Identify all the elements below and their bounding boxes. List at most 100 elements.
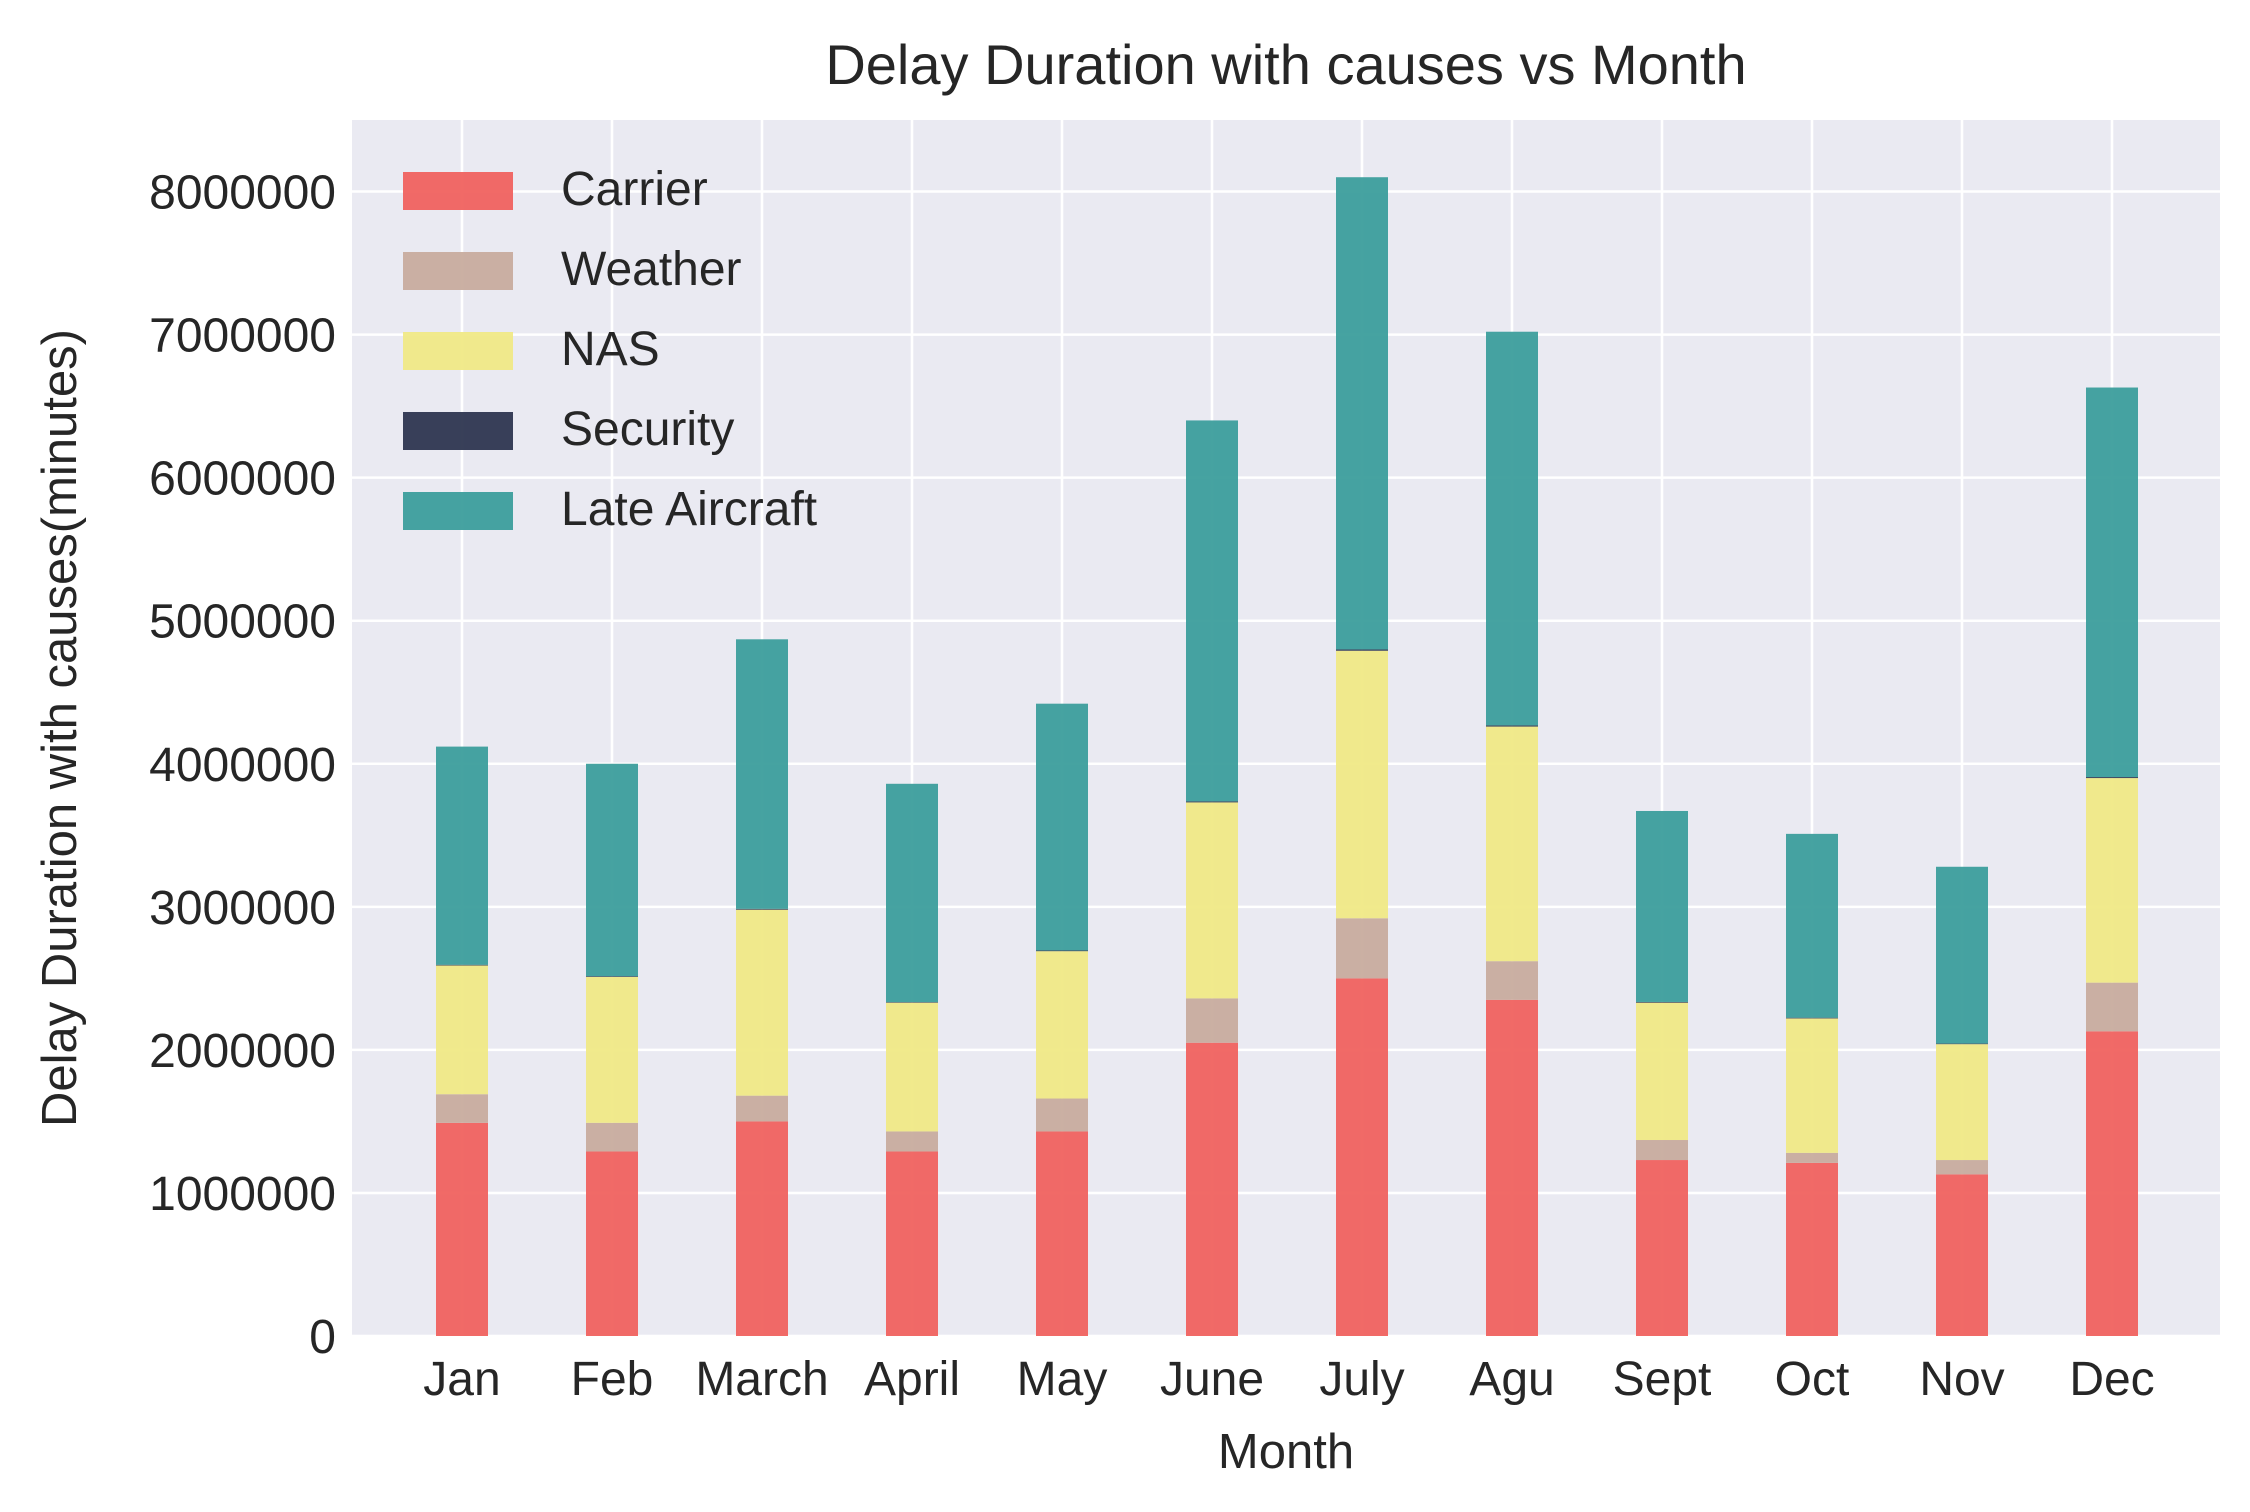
bar-security-may [1036, 950, 1088, 952]
bar-weather-july [1336, 918, 1388, 979]
x-tick-label: Nov [1919, 1353, 2004, 1406]
legend-swatch-late-aircraft [403, 492, 513, 530]
x-axis-ticks: Jan Feb March April May June July Agu Sept Oct Nov… [423, 1353, 2154, 1406]
y-tick-label: 3000000 [149, 882, 336, 935]
x-tick-label: March [695, 1353, 828, 1406]
bar-late-aircraft-sept [1636, 810, 1688, 1002]
bar-weather-june [1186, 998, 1238, 1043]
bar-weather-dec [2086, 982, 2138, 1032]
bar-security-jan [436, 964, 488, 966]
bar-late-aircraft-april [886, 783, 938, 1003]
bar-weather-feb [586, 1122, 638, 1152]
bar-nas-feb [586, 976, 638, 1123]
bar-late-aircraft-may [1036, 703, 1088, 951]
bar-security-agu [1486, 725, 1538, 727]
legend-label-security: Security [561, 403, 734, 456]
chart-title: Delay Duration with causes vs Month [825, 33, 1746, 96]
bar-nas-may [1036, 951, 1088, 1099]
legend-label-weather: Weather [561, 243, 742, 296]
x-tick-label: Dec [2069, 1353, 2154, 1406]
bar-security-oct [1786, 1017, 1838, 1019]
bar-late-aircraft-june [1186, 420, 1238, 802]
y-axis-ticks: 0 1000000 2000000 3000000 4000000 5000000 6000… [149, 167, 336, 1364]
bars [436, 177, 2138, 1336]
bar-weather-agu [1486, 961, 1538, 1000]
bar-nas-agu [1486, 726, 1538, 962]
legend: Carrier Weather NAS Security Late Aircraft [403, 163, 817, 536]
bar-carrier-agu [1486, 999, 1538, 1336]
bar-nas-oct [1786, 1018, 1838, 1153]
bar-security-july [1336, 649, 1388, 651]
bar-weather-march [736, 1095, 788, 1122]
legend-label-late-aircraft: Late Aircraft [561, 483, 817, 536]
y-tick-label: 6000000 [149, 453, 336, 506]
bar-carrier-march [736, 1121, 788, 1336]
bar-security-june [1186, 801, 1238, 803]
bar-weather-may [1036, 1098, 1088, 1132]
y-tick-label: 4000000 [149, 739, 336, 792]
bar-nas-nov [1936, 1044, 1988, 1161]
bar-carrier-oct [1786, 1162, 1838, 1336]
bar-carrier-june [1186, 1042, 1238, 1336]
y-tick-label: 5000000 [149, 596, 336, 649]
x-tick-label: Jan [423, 1353, 500, 1406]
bar-late-aircraft-agu [1486, 331, 1538, 726]
legend-swatch-carrier [403, 172, 513, 210]
bar-late-aircraft-dec [2086, 387, 2138, 778]
x-tick-label: Feb [571, 1353, 654, 1406]
bar-carrier-july [1336, 978, 1388, 1336]
bar-late-aircraft-oct [1786, 833, 1838, 1018]
x-tick-label: Oct [1775, 1353, 1850, 1406]
bar-security-march [736, 908, 788, 910]
y-tick-label: 0 [309, 1311, 336, 1364]
bar-nas-dec [2086, 778, 2138, 983]
bar-nas-jan [436, 965, 488, 1095]
legend-swatch-weather [403, 252, 513, 290]
bar-carrier-jan [436, 1122, 488, 1336]
x-tick-label: April [864, 1353, 960, 1406]
x-tick-label: July [1319, 1353, 1404, 1406]
bar-carrier-feb [586, 1151, 638, 1336]
legend-label-nas: NAS [561, 323, 660, 376]
bar-nas-sept [1636, 1002, 1688, 1141]
bar-late-aircraft-feb [586, 763, 638, 977]
legend-label-carrier: Carrier [561, 163, 708, 216]
x-tick-label: Agu [1469, 1353, 1554, 1406]
bar-late-aircraft-nov [1936, 866, 1988, 1044]
bar-late-aircraft-july [1336, 177, 1388, 650]
bar-security-april [886, 1002, 938, 1003]
y-tick-label: 8000000 [149, 167, 336, 220]
bar-nas-july [1336, 650, 1388, 919]
bar-security-sept [1636, 1001, 1688, 1003]
bar-late-aircraft-jan [436, 746, 488, 965]
bar-weather-april [886, 1131, 938, 1152]
bar-security-feb [586, 976, 638, 977]
bar-weather-sept [1636, 1140, 1688, 1161]
legend-swatch-nas [403, 332, 513, 370]
bar-security-dec [2086, 777, 2138, 779]
bar-carrier-nov [1936, 1174, 1988, 1336]
bar-late-aircraft-march [736, 639, 788, 909]
bar-carrier-may [1036, 1131, 1088, 1336]
x-tick-label: June [1160, 1353, 1264, 1406]
y-tick-label: 2000000 [149, 1025, 336, 1078]
bar-carrier-sept [1636, 1160, 1688, 1336]
y-tick-label: 1000000 [149, 1168, 336, 1221]
bar-weather-oct [1786, 1152, 1838, 1163]
x-tick-label: Sept [1613, 1353, 1712, 1406]
x-tick-label: May [1017, 1353, 1108, 1406]
y-tick-label: 7000000 [149, 310, 336, 363]
bar-nas-april [886, 1002, 938, 1132]
bar-weather-jan [436, 1094, 488, 1123]
bar-nas-march [736, 909, 788, 1096]
bar-security-nov [1936, 1043, 1988, 1045]
legend-swatch-security [403, 412, 513, 450]
x-axis-label: Month [1218, 1425, 1354, 1479]
y-axis-label: Delay Duration with causes(minutes) [33, 329, 87, 1127]
bar-weather-nov [1936, 1160, 1988, 1175]
bar-carrier-april [886, 1151, 938, 1336]
plot-area [352, 120, 2220, 1336]
bar-nas-june [1186, 802, 1238, 999]
bar-carrier-dec [2086, 1031, 2138, 1336]
